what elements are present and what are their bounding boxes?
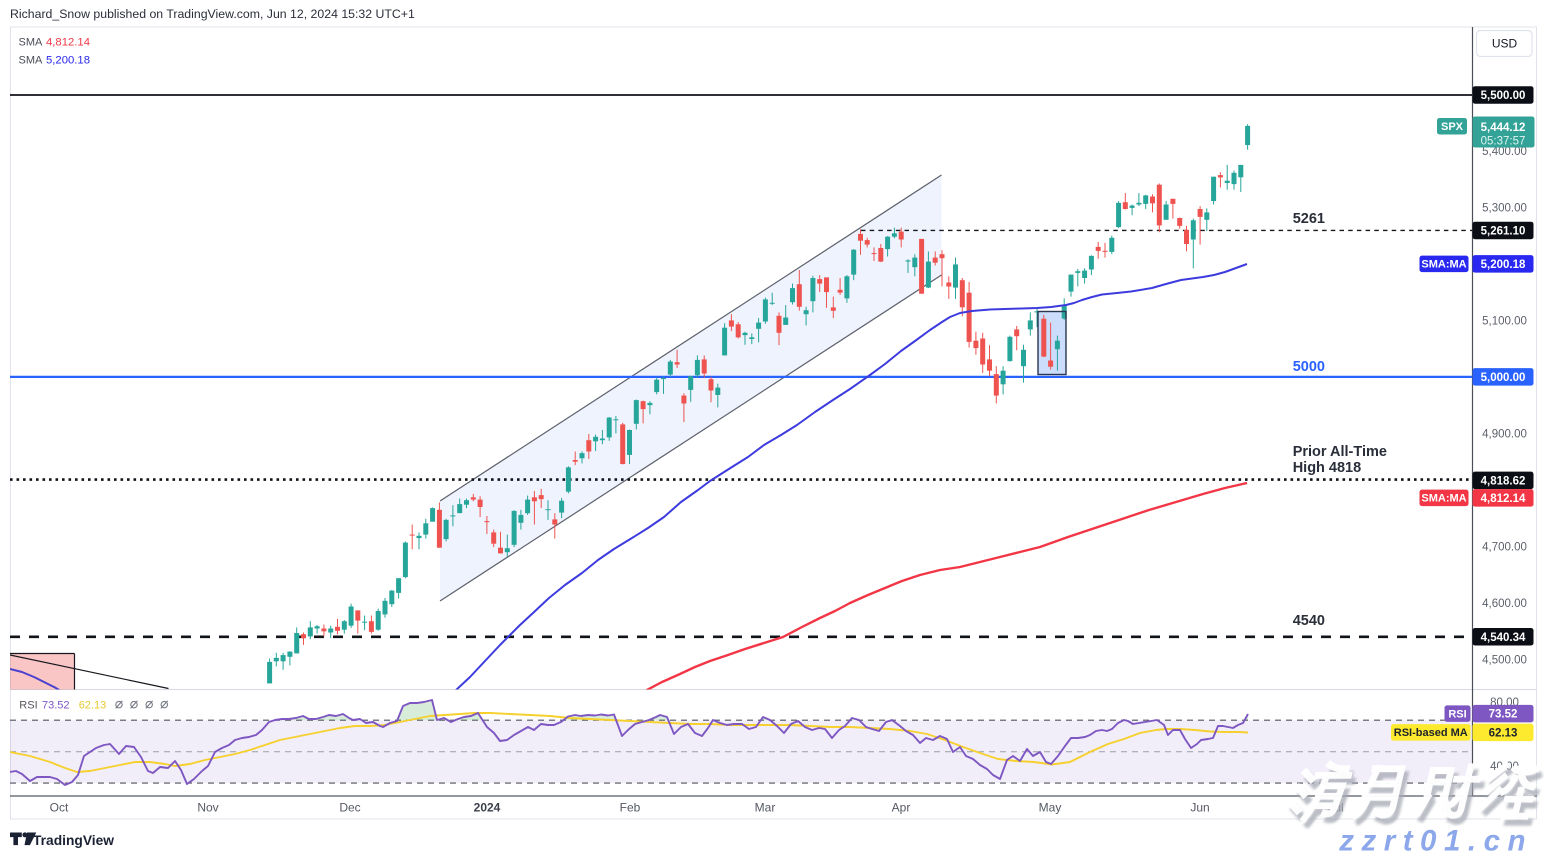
svg-text:5,000.00: 5,000.00 bbox=[1481, 372, 1526, 384]
svg-text:Oct: Oct bbox=[50, 801, 69, 815]
svg-text:4,540.34: 4,540.34 bbox=[1481, 632, 1526, 644]
svg-text:4,500.00: 4,500.00 bbox=[1482, 655, 1527, 667]
svg-text:4,600.00: 4,600.00 bbox=[1482, 598, 1527, 610]
svg-text:Nov: Nov bbox=[197, 801, 218, 815]
svg-text:5,200.18: 5,200.18 bbox=[1481, 259, 1526, 271]
svg-text:5261: 5261 bbox=[1293, 211, 1325, 227]
svg-text:2024: 2024 bbox=[474, 801, 501, 815]
svg-text:RSI: RSI bbox=[19, 700, 37, 712]
svg-text:Apr: Apr bbox=[892, 801, 911, 815]
svg-text:SMA:MA: SMA:MA bbox=[1421, 259, 1466, 271]
svg-text:4,812.14: 4,812.14 bbox=[46, 37, 90, 49]
svg-text:4,818.62: 4,818.62 bbox=[1481, 475, 1526, 487]
svg-text:5,400.00: 5,400.00 bbox=[1482, 146, 1527, 158]
svg-text:5,500.00: 5,500.00 bbox=[1481, 90, 1526, 102]
svg-text:5,300.00: 5,300.00 bbox=[1482, 202, 1527, 214]
svg-text:Jun: Jun bbox=[1190, 801, 1209, 815]
svg-text:Mar: Mar bbox=[755, 801, 776, 815]
svg-text:Feb: Feb bbox=[620, 801, 641, 815]
svg-text:Prior All-Time: Prior All-Time bbox=[1293, 444, 1387, 460]
svg-text:4,700.00: 4,700.00 bbox=[1482, 542, 1527, 554]
svg-text:TradingView: TradingView bbox=[33, 833, 114, 848]
svg-text:62.13: 62.13 bbox=[1489, 727, 1518, 739]
svg-text:High 4818: High 4818 bbox=[1293, 460, 1362, 476]
svg-text:4,900.00: 4,900.00 bbox=[1482, 429, 1527, 441]
svg-text:May: May bbox=[1039, 801, 1062, 815]
svg-text:73.52: 73.52 bbox=[42, 700, 70, 712]
svg-text:USD: USD bbox=[1492, 37, 1518, 51]
svg-text:5,100.00: 5,100.00 bbox=[1482, 315, 1527, 327]
svg-text:05:37:57: 05:37:57 bbox=[1481, 136, 1526, 148]
svg-text:62.13: 62.13 bbox=[79, 700, 107, 712]
svg-text:73.52: 73.52 bbox=[1489, 709, 1518, 721]
svg-text:RSI-based MA: RSI-based MA bbox=[1394, 727, 1468, 739]
svg-text:4540: 4540 bbox=[1293, 613, 1325, 629]
svg-text:Dec: Dec bbox=[339, 801, 360, 815]
svg-text:zzrt01.cn: zzrt01.cn bbox=[1338, 825, 1533, 857]
svg-text:RSI: RSI bbox=[1448, 708, 1466, 720]
svg-text:SMA: SMA bbox=[19, 54, 44, 66]
svg-text:SPX: SPX bbox=[1441, 121, 1464, 133]
svg-text:SMA:MA: SMA:MA bbox=[1421, 493, 1466, 505]
svg-text:Richard_Snow published on Trad: Richard_Snow published on TradingView.co… bbox=[10, 7, 415, 21]
svg-text:5000: 5000 bbox=[1293, 359, 1325, 375]
svg-text:SMA: SMA bbox=[19, 37, 44, 49]
svg-text:5,200.18: 5,200.18 bbox=[46, 54, 90, 66]
svg-text:5,444.12: 5,444.12 bbox=[1481, 122, 1526, 134]
svg-text:5,261.10: 5,261.10 bbox=[1481, 225, 1526, 237]
svg-text:4,812.14: 4,812.14 bbox=[1481, 493, 1526, 505]
